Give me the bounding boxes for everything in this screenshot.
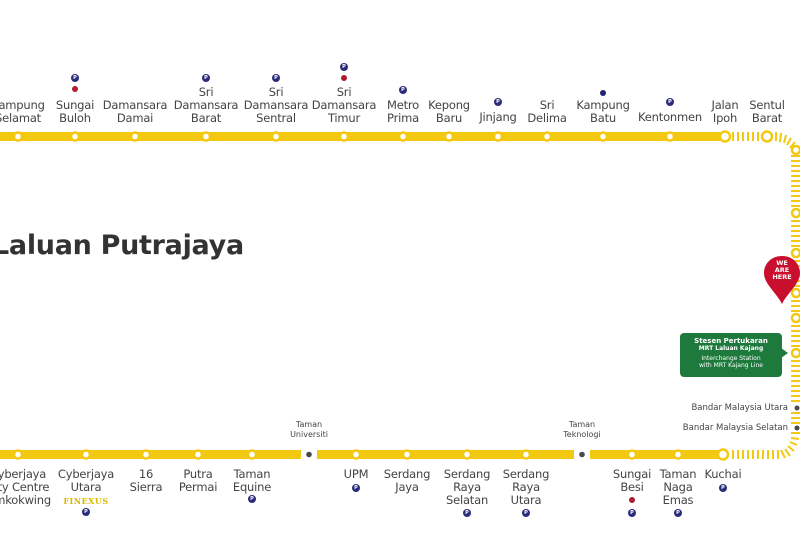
station-jinjang[interactable]: Jinjang [479,110,517,124]
station-bandar-malaysia-selatan[interactable]: Bandar Malaysia Selatan [682,423,788,433]
top-line-segment [0,132,725,141]
station-cyberjaya-utara[interactable]: Cyberjaya Utara FINEXUS [57,467,115,507]
station-sri-damansara-barat[interactable]: Sri Damansara Barat [173,85,239,125]
station-kentonmen[interactable]: Kentonmen [638,110,702,124]
we-are-here-label: WE ARE HERE [772,259,792,281]
station-taman-universiti[interactable]: Taman Universiti [290,420,328,439]
bottom-line-segment [0,450,723,459]
station-metro-prima[interactable]: Metro Prima [386,98,420,125]
park-ride-icon: P [399,86,407,94]
we-are-here-pin [764,256,800,304]
interchange-navy-icon [600,90,606,96]
interchange-red-icon [341,75,347,81]
station-cyberjaya-city-centre-limkokwing[interactable]: CyberjayaCity CentreLimkokwing [0,467,51,507]
top-station-circles [12,130,774,143]
park-ride-icon: P [674,509,682,517]
station-damansara-damai[interactable]: Damansara Damai [102,98,168,125]
station-putra-permai[interactable]: Putra Permai [178,467,218,494]
park-ride-icon: P [340,63,348,71]
sponsor-finexus: FINEXUS [63,496,109,506]
park-ride-icon: P [522,509,530,517]
station-serdang-raya-utara[interactable]: Serdang Raya Utara [502,467,550,507]
future-station-rings-right [790,144,800,359]
station-sri-damansara-sentral[interactable]: Sri Damansara Sentral [243,85,309,125]
station-kampung-selamat[interactable]: KampungSelamat [0,98,45,125]
station-serdang-raya-selatan[interactable]: Serdang Raya Selatan [443,467,491,507]
station-dot-bandar-malaysia-utara [794,405,800,411]
park-ride-icon: P [494,98,502,106]
interchange-red-icon [72,86,78,92]
station-bandar-malaysia-utara[interactable]: Bandar Malaysia Utara [691,403,788,413]
station-sungai-buloh[interactable]: Sungai Buloh [55,98,95,125]
station-jalan-ipoh[interactable]: Jalan Ipoh [711,98,739,125]
station-dot-bandar-malaysia-selatan [794,425,800,431]
station-kepong-baru[interactable]: Kepong Baru [428,98,470,125]
station-dot-taman-universiti [306,451,312,458]
future-line-bottom [732,450,779,459]
station-serdang-jaya[interactable]: Serdang Jaya [383,467,431,494]
park-ride-icon: P [666,98,674,106]
station-taman-naga-emas[interactable]: Taman Naga Emas [659,467,697,507]
station-kuchai[interactable]: Kuchai [704,467,742,481]
park-ride-icon: P [82,508,90,516]
park-ride-icon: P [719,484,727,492]
station-taman-teknologi[interactable]: Taman Teknologi [563,420,601,439]
park-ride-icon: P [71,74,79,82]
park-ride-icon: P [352,484,360,492]
park-ride-icon: P [248,495,256,503]
park-ride-icon: P [628,509,636,517]
station-sri-delima[interactable]: Sri Delima [527,98,567,125]
station-dot-taman-teknologi [579,451,585,458]
park-ride-icon: P [272,74,280,82]
station-16-sierra[interactable]: 16 Sierra [129,467,163,494]
interchange-red-icon [629,497,635,503]
park-ride-icon: P [463,509,471,517]
station-upm[interactable]: UPM [343,467,369,481]
bottom-station-circles [12,448,730,461]
future-line-right [780,155,800,459]
station-taman-equine[interactable]: Taman Equine [232,467,272,494]
station-kampung-batu[interactable]: Kampung Batu [576,98,630,125]
park-ride-icon: P [202,74,210,82]
station-sungai-besi[interactable]: Sungai Besi [612,467,652,494]
line-title: Laluan Putrajaya [0,230,244,261]
station-sri-damansara-timur[interactable]: Sri Damansara Timur [311,85,377,125]
station-sentul-barat[interactable]: Sentul Barat [749,98,785,125]
interchange-callout: Stesen Pertukaran MRT Laluan Kajang Inte… [680,333,788,377]
